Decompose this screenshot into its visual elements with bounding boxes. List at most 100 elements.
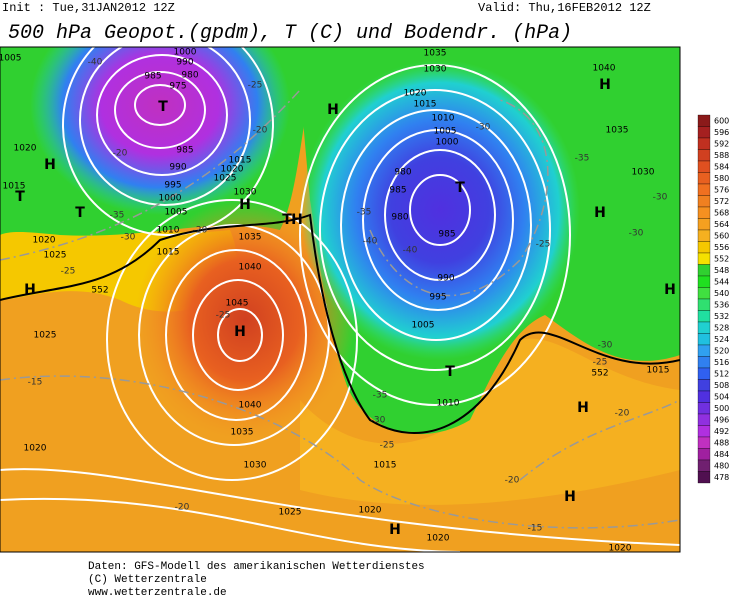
contour-label: -35 <box>373 391 388 401</box>
contour-label: 1020 <box>14 144 37 154</box>
low-core <box>30 47 290 215</box>
colorbar-label: 568 <box>714 208 729 217</box>
contour-label: -30 <box>476 123 491 133</box>
contour-label: 1020 <box>33 236 56 246</box>
contour-label: -30 <box>371 416 386 426</box>
contour-label: -20 <box>505 476 520 486</box>
contour-label: 1020 <box>404 89 427 99</box>
contour-label: -35 <box>357 208 372 218</box>
colorbar-label: 548 <box>714 266 729 275</box>
contour-label: 985 <box>438 230 455 240</box>
contour-label: 1005 <box>434 127 457 137</box>
pressure-center: H <box>327 102 339 118</box>
colorbar-swatch <box>697 436 711 449</box>
contour-label: 1020 <box>221 165 244 175</box>
contour-label: 1020 <box>427 534 450 544</box>
map-frame <box>0 46 681 553</box>
colorbar-swatch <box>697 402 711 415</box>
contour-label: 975 <box>169 82 186 92</box>
contour-label: 980 <box>181 71 198 81</box>
contour-label: 980 <box>394 168 411 178</box>
pressure-center: T <box>282 212 292 228</box>
contour-label: -30 <box>598 341 613 351</box>
contour-label: 1035 <box>424 49 447 59</box>
colorbar-label: 596 <box>714 128 729 137</box>
pressure-center: T <box>158 99 168 115</box>
contour-label: 1005 <box>165 208 188 218</box>
contour-label: 985 <box>389 186 406 196</box>
colorbar-swatch <box>697 183 711 196</box>
contour-label: 1015 <box>229 156 252 166</box>
colorbar-swatch <box>697 275 711 288</box>
552-line <box>0 213 680 434</box>
colorbar-label: 478 <box>714 473 729 482</box>
colorbar-swatch <box>697 218 711 231</box>
colorbar-label: 496 <box>714 415 729 424</box>
colorbar-swatch <box>697 241 711 254</box>
contour-label: 1040 <box>239 263 262 273</box>
pressure-center: H <box>239 197 251 213</box>
pressure-center: H <box>24 282 36 298</box>
isobars <box>0 47 680 552</box>
low-core <box>300 60 580 360</box>
contour-label: 552 <box>591 369 608 379</box>
contour-label: 995 <box>164 181 181 191</box>
colorbar-label: 492 <box>714 427 729 436</box>
colorbar-label: 528 <box>714 323 729 332</box>
colorbar-label: 540 <box>714 289 729 298</box>
colorbar-label: 516 <box>714 358 729 367</box>
contour-label: -25 <box>380 441 395 451</box>
contour-label: 995 <box>429 293 446 303</box>
colorbar-swatch <box>697 367 711 380</box>
colorbar-label: 592 <box>714 139 729 148</box>
contour-label: 1030 <box>424 65 447 75</box>
contour-label: -25 <box>216 311 231 321</box>
footer-url: www.wetterzentrale.de <box>88 587 227 599</box>
colorbar-swatch <box>697 356 711 369</box>
colorbar: 600 596 592 588 584 580 576 572 568 564 560 556 552 5… <box>697 114 729 484</box>
pressure-center: H <box>577 400 589 416</box>
contour-label: 1000 <box>436 138 459 148</box>
contour-label: 1040 <box>239 401 262 411</box>
colorbar-label: 560 <box>714 231 729 240</box>
colorbar-label: 484 <box>714 450 729 459</box>
high-core <box>135 200 355 440</box>
pressure-center: H <box>44 157 56 173</box>
colorbar-label: 572 <box>714 197 729 206</box>
contour-label: -35 <box>575 154 590 164</box>
colorbar-swatch <box>697 333 711 346</box>
colorbar-swatch <box>697 137 711 150</box>
colorbar-label: 532 <box>714 312 729 321</box>
contour-label: 1010 <box>437 399 460 409</box>
yellow-zone <box>300 338 680 505</box>
contour-label: -20 <box>253 126 268 136</box>
contour-label: 980 <box>391 213 408 223</box>
colorbar-swatch <box>697 379 711 392</box>
map-title: 500 hPa Geopot.(gpdm), T (C) und Bodendr… <box>8 22 572 45</box>
colorbar-swatch <box>697 195 711 208</box>
footer-copyright: (C) Wetterzentrale <box>88 574 207 586</box>
colorbar-label: 520 <box>714 346 729 355</box>
contour-label: 1025 <box>279 508 302 518</box>
colorbar-swatch <box>697 160 711 173</box>
colorbar-label: 556 <box>714 243 729 252</box>
colorbar-swatch <box>697 126 711 139</box>
colorbar-swatch <box>697 287 711 300</box>
contour-label: -20 <box>193 226 208 236</box>
init-time: Init : Tue,31JAN2012 12Z <box>2 1 175 15</box>
colorbar-label: 512 <box>714 369 729 378</box>
contour-label: -15 <box>528 524 543 534</box>
colorbar-swatch <box>697 321 711 334</box>
contour-label: 1045 <box>226 299 249 309</box>
contour-label: 1020 <box>24 444 47 454</box>
footer-source: Daten: GFS-Modell des amerikanischen Wet… <box>88 561 425 573</box>
contour-label: 1040 <box>593 64 616 74</box>
contour-label: -30 <box>121 233 136 243</box>
contour-label: -40 <box>363 237 378 247</box>
colorbar-swatch <box>697 252 711 265</box>
contour-label: 1035 <box>606 126 629 136</box>
colorbar-swatch <box>697 149 711 162</box>
pressure-center: H <box>234 324 246 340</box>
